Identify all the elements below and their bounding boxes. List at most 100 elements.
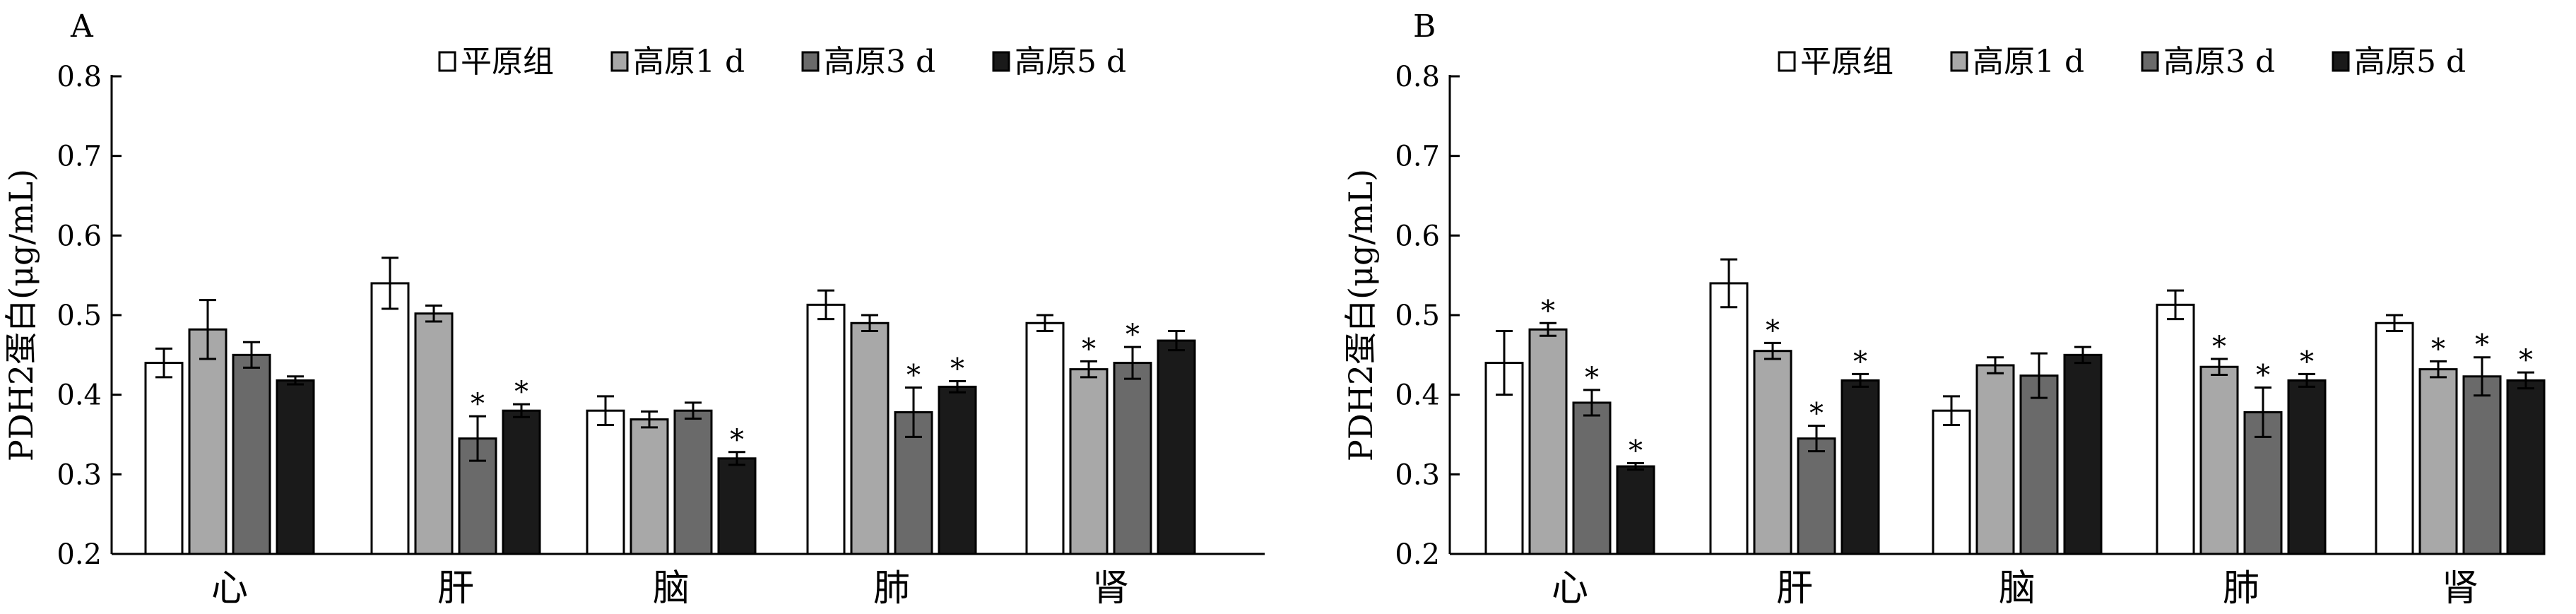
error-bar (2167, 289, 2184, 321)
error-bar (1852, 372, 1869, 388)
bar-b-c1-s1 (1753, 350, 1792, 555)
y-tick-label: 0.7 (1395, 141, 1440, 173)
y-axis-label: PDH2蛋白(μg/mL) (1342, 169, 1380, 461)
legend-swatch (438, 51, 456, 72)
x-category-label: 脑 (1999, 567, 2036, 610)
error-bar (2430, 360, 2447, 379)
y-tick-label: 0.2 (57, 538, 102, 571)
bar-a-c3-s1 (850, 321, 890, 555)
significance-marker: * (471, 388, 485, 420)
significance-marker: * (1766, 314, 1780, 347)
error-bar (1720, 258, 1737, 309)
bar-b-c3-s0 (2156, 303, 2195, 555)
legend-swatch (801, 51, 820, 72)
legend-swatch (1778, 51, 1796, 72)
bar-b-c2-s3 (2063, 353, 2103, 555)
significance-marker: * (1853, 346, 1867, 378)
bar-b-c2-s0 (1932, 409, 1971, 555)
error-bar (1124, 346, 1141, 380)
error-bar (1943, 395, 1960, 426)
error-bar (861, 314, 878, 333)
legend-swatch (1950, 51, 1968, 72)
significance-marker: * (2431, 333, 2445, 365)
error-bar (1764, 341, 1781, 360)
significance-marker: * (2256, 360, 2270, 392)
error-bar (425, 304, 442, 323)
error-bar (469, 415, 486, 462)
y-tick-label: 0.4 (57, 379, 102, 412)
error-bar (1627, 462, 1644, 471)
significance-marker: * (950, 353, 964, 386)
y-tick-label: 0.8 (57, 61, 102, 93)
bar-b-c4-s3 (2506, 379, 2546, 555)
error-bar (199, 299, 216, 360)
error-bar (1987, 356, 2004, 374)
significance-marker: * (2519, 344, 2533, 377)
error-bar (243, 341, 260, 369)
bar-a-c1-s1 (414, 312, 454, 555)
legend: 平原组 高原1 d 高原3 d 高原5 d (438, 44, 1126, 80)
error-bar (155, 347, 172, 379)
error-bar (2298, 372, 2315, 388)
significance-marker: * (1585, 362, 1599, 394)
legend-label: 平原组 (1800, 44, 1893, 80)
significance-marker: * (2212, 331, 2226, 363)
bar-b-c2-s1 (1975, 364, 2015, 555)
y-tick-label: 0.4 (1395, 379, 1440, 412)
bar-a-c0-s3 (276, 379, 315, 555)
error-bar (1808, 425, 1825, 453)
bar-a-c4-s1 (1069, 368, 1109, 555)
error-bar (382, 256, 398, 310)
x-category-label: 肝 (437, 567, 474, 610)
x-category-label: 脑 (653, 567, 690, 610)
significance-marker: * (906, 360, 921, 392)
legend-label: 高原5 d (2354, 44, 2466, 80)
significance-marker: * (514, 376, 528, 408)
error-bar (287, 375, 304, 386)
error-bar (641, 410, 658, 429)
y-tick-label: 0.2 (1395, 538, 1440, 571)
bar-b-c0-s1 (1528, 328, 1568, 555)
x-category-label: 肾 (2442, 567, 2478, 610)
bar-b-c3-s1 (2199, 365, 2239, 555)
bar-a-c1-s3 (502, 409, 541, 555)
bar-b-c3-s3 (2287, 379, 2327, 555)
x-category-label: 肝 (1776, 567, 1813, 610)
bar-a-c4-s3 (1157, 339, 1196, 555)
legend-swatch (2332, 51, 2350, 72)
significance-marker: * (1125, 319, 1140, 351)
bar-a-c2-s2 (673, 409, 713, 555)
y-tick-label: 0.3 (57, 459, 102, 491)
significance-marker: * (1809, 398, 1824, 430)
bar-b-c0-s3 (1616, 465, 1655, 555)
bar-a-c0-s0 (144, 362, 184, 555)
y-tick-label: 0.6 (1395, 220, 1440, 252)
panel-letter: A (70, 8, 94, 45)
x-category-label: 心 (211, 567, 248, 610)
error-bar (1496, 330, 1513, 396)
x-category-label: 肺 (2223, 567, 2259, 610)
y-tick-label: 0.3 (1395, 459, 1440, 491)
significance-marker: * (730, 424, 744, 456)
bar-b-c4-s2 (2462, 375, 2502, 555)
bar-b-c0-s2 (1572, 401, 1612, 555)
x-category-label: 心 (1552, 567, 1588, 610)
bar-a-c3-s0 (806, 303, 846, 555)
y-tick-label: 0.8 (1395, 61, 1440, 93)
error-bar (949, 380, 966, 394)
bar-b-c4-s1 (2418, 368, 2458, 555)
x-category-label: 肺 (873, 567, 910, 610)
chart-panel-a: A 0.2 0.3 0.4 0.5 0.6 0.7 0.8 PDH2蛋白(μg/mL) 心 * * 肝 *… (2, 8, 1265, 610)
panel-letter: B (1413, 8, 1436, 45)
y-axis-label: PDH2蛋白(μg/mL) (2, 169, 40, 461)
bar-a-c4-s2 (1113, 362, 1152, 555)
error-bar (513, 403, 530, 418)
error-bar (817, 289, 834, 321)
significance-marker: * (2475, 329, 2489, 362)
bar-a-c2-s0 (586, 409, 625, 555)
legend-swatch (610, 51, 629, 72)
error-bar (1036, 314, 1053, 333)
significance-marker: * (1082, 333, 1096, 365)
legend-label: 高原3 d (2163, 44, 2275, 80)
